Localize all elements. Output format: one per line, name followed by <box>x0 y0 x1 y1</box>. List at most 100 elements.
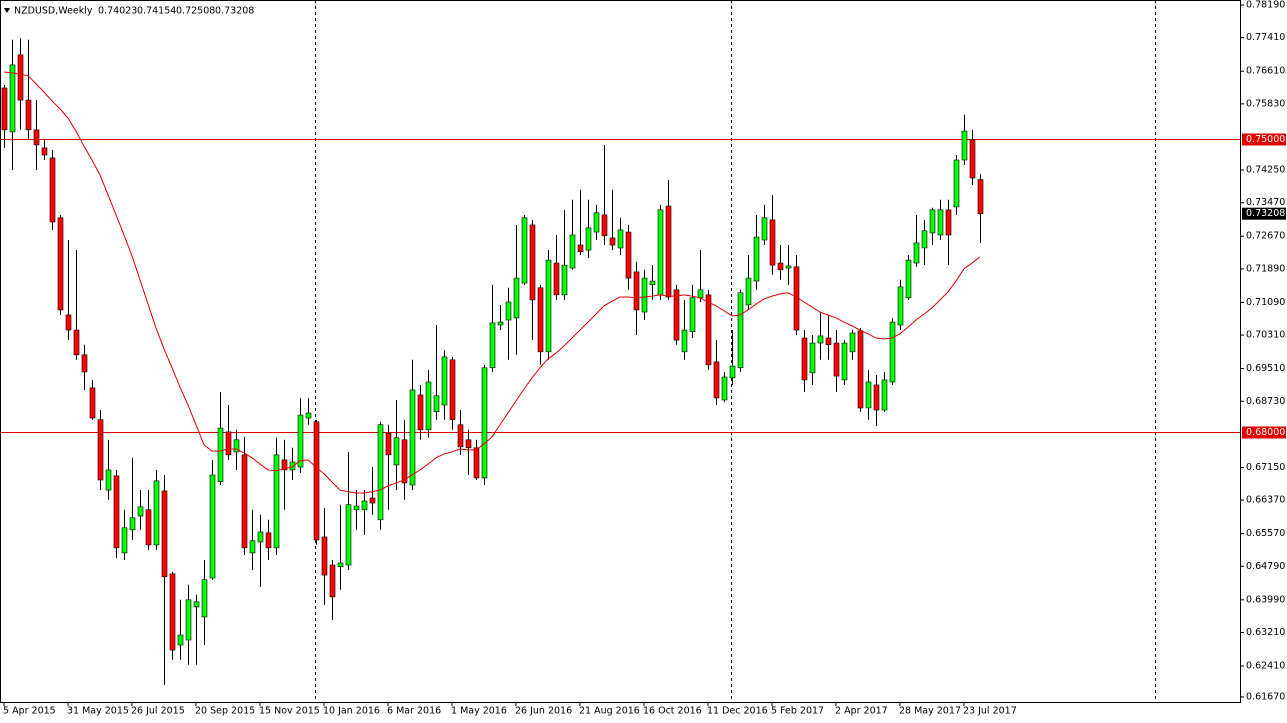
y-tick-label: 0.63990 <box>1246 594 1285 605</box>
x-tick-label: 1 May 2016 <box>451 706 507 717</box>
candle-body <box>601 214 608 237</box>
candle-body <box>305 412 312 419</box>
y-tick-label: 0.61670 <box>1246 691 1285 702</box>
candle-body <box>49 157 56 223</box>
candle-body <box>465 439 472 449</box>
candle-body <box>353 505 360 511</box>
candle-body <box>953 159 960 208</box>
candle-body <box>945 209 952 236</box>
y-tick-label: 0.68730 <box>1246 396 1285 407</box>
y-tick-label: 0.69510 <box>1246 363 1285 374</box>
y-tick-label: 0.74250 <box>1246 165 1285 176</box>
candle-body <box>361 500 368 511</box>
x-tick-label: 5 Feb 2017 <box>771 706 824 717</box>
candle-body <box>441 356 448 406</box>
candle-body <box>425 381 432 431</box>
candle-body <box>889 321 896 383</box>
candle-body <box>497 321 504 326</box>
candle-body <box>17 54 24 101</box>
candle-body <box>817 335 824 344</box>
candle-body <box>249 540 256 554</box>
candle-body <box>625 231 632 279</box>
candle-body <box>585 227 592 251</box>
y-tick-label: 0.78190 <box>1246 0 1285 11</box>
candle-body <box>705 294 712 366</box>
candle-body <box>257 531 264 543</box>
x-tick-label: 11 Dec 2016 <box>707 706 768 717</box>
candle-body <box>617 229 624 249</box>
x-tick-label: 5 Apr 2015 <box>3 706 56 717</box>
candle-body <box>537 287 544 353</box>
candle-body <box>321 536 328 576</box>
y-tick-label: 0.62410 <box>1246 660 1285 671</box>
candle-body <box>921 230 928 249</box>
candle-body <box>273 454 280 549</box>
candle-body <box>489 322 496 369</box>
candle-body <box>401 439 408 484</box>
candle-body <box>801 337 808 381</box>
candle-body <box>41 147 48 156</box>
x-tick-label: 2 Apr 2017 <box>835 706 888 717</box>
y-tick-label: 0.71090 <box>1246 297 1285 308</box>
y-tick-label: 0.64790 <box>1246 561 1285 572</box>
ohlc-high: 0.74154 <box>137 6 176 17</box>
candle-body <box>393 437 400 466</box>
candle-body <box>569 234 576 269</box>
candle-body <box>713 361 720 399</box>
price-box <box>1242 207 1286 220</box>
candle-body <box>185 599 192 641</box>
candle-body <box>385 432 392 456</box>
y-tick-label: 0.72670 <box>1246 231 1285 242</box>
candle-body <box>377 424 384 521</box>
candle-body <box>649 280 656 286</box>
candle-body <box>201 579 208 618</box>
candle-body <box>313 421 320 541</box>
candle-body <box>513 277 520 319</box>
candle-body <box>457 424 464 448</box>
y-tick-label: 0.66370 <box>1246 495 1285 506</box>
candle-body <box>65 314 72 331</box>
hline-label: 0.75000 <box>1246 134 1285 145</box>
candle-body <box>841 342 848 381</box>
candle-body <box>1 87 8 131</box>
candle-body <box>609 237 616 246</box>
x-tick-label: 26 Jun 2016 <box>515 706 572 717</box>
candle-body <box>529 224 536 301</box>
y-tick-label: 0.76610 <box>1246 66 1285 77</box>
candle-body <box>161 490 168 578</box>
plot-border <box>0 0 1241 703</box>
y-tick-label: 0.67150 <box>1246 462 1285 473</box>
menu-triangle[interactable] <box>4 8 10 13</box>
x-tick-label: 16 Oct 2016 <box>643 706 702 717</box>
candle-body <box>113 475 120 549</box>
x-tick-label: 23 Jul 2017 <box>963 706 1017 717</box>
candle-body <box>129 517 136 531</box>
candle-body <box>873 384 880 411</box>
candle-body <box>761 217 768 241</box>
candle-body <box>673 289 680 341</box>
candle-body <box>745 277 752 306</box>
candle-body <box>265 532 272 549</box>
moving-average <box>3 71 981 494</box>
candle-body <box>505 301 512 321</box>
candle-body <box>409 389 416 486</box>
candle-body <box>9 64 16 133</box>
x-tick-label: 31 May 2015 <box>67 706 129 717</box>
candle-body <box>833 342 840 377</box>
candle-body <box>281 459 288 471</box>
chart-title: NZDUSD,Weekly <box>14 6 93 17</box>
x-tick-label: 15 Nov 2015 <box>259 706 320 717</box>
y-tick-label: 0.75830 <box>1246 98 1285 109</box>
candle-body <box>81 354 88 373</box>
candle-body <box>481 367 488 479</box>
candle-body <box>193 601 200 608</box>
candle-body <box>881 379 888 411</box>
candle-body <box>737 292 744 369</box>
x-tick-label: 28 May 2017 <box>899 706 961 717</box>
y-tick-label: 0.65570 <box>1246 528 1285 539</box>
candle-body <box>97 419 104 481</box>
candle-body <box>137 506 144 517</box>
candle-body <box>369 497 376 504</box>
candle-body <box>929 209 936 234</box>
